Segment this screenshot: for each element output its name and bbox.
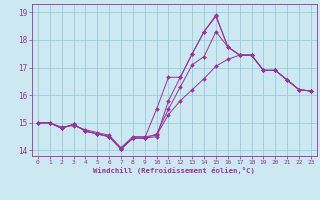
X-axis label: Windchill (Refroidissement éolien,°C): Windchill (Refroidissement éolien,°C) — [93, 167, 255, 174]
